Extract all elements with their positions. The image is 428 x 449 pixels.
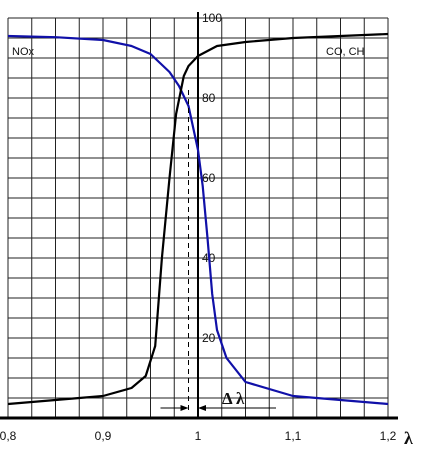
x-tick-label: 1,1 bbox=[285, 429, 302, 443]
annotations bbox=[160, 90, 276, 414]
x-axis-label: λ bbox=[404, 428, 413, 448]
co-ch-curve bbox=[7, 32, 389, 406]
axes bbox=[0, 12, 398, 420]
x-tick-label: 1 bbox=[195, 429, 202, 443]
y-tick-label: 100 bbox=[202, 11, 222, 25]
y-tick-label: 80 bbox=[202, 91, 216, 105]
y-tick-label: 20 bbox=[202, 331, 216, 345]
series-label-nox: NOx bbox=[12, 46, 35, 58]
nox-curve bbox=[7, 34, 389, 406]
x-tick-label: 0,9 bbox=[95, 429, 112, 443]
window-arrow-right-head bbox=[198, 405, 206, 411]
x-tick-label: 0,8 bbox=[0, 429, 17, 443]
y-tick-label: 60 bbox=[202, 171, 216, 185]
series-lines bbox=[7, 32, 389, 406]
series-label-co-ch: CO, CH bbox=[326, 46, 365, 58]
x-tick-label: 1,2 bbox=[380, 429, 397, 443]
window-arrow-left-head bbox=[180, 405, 189, 411]
delta-lambda-label: Δ λ bbox=[222, 389, 245, 408]
